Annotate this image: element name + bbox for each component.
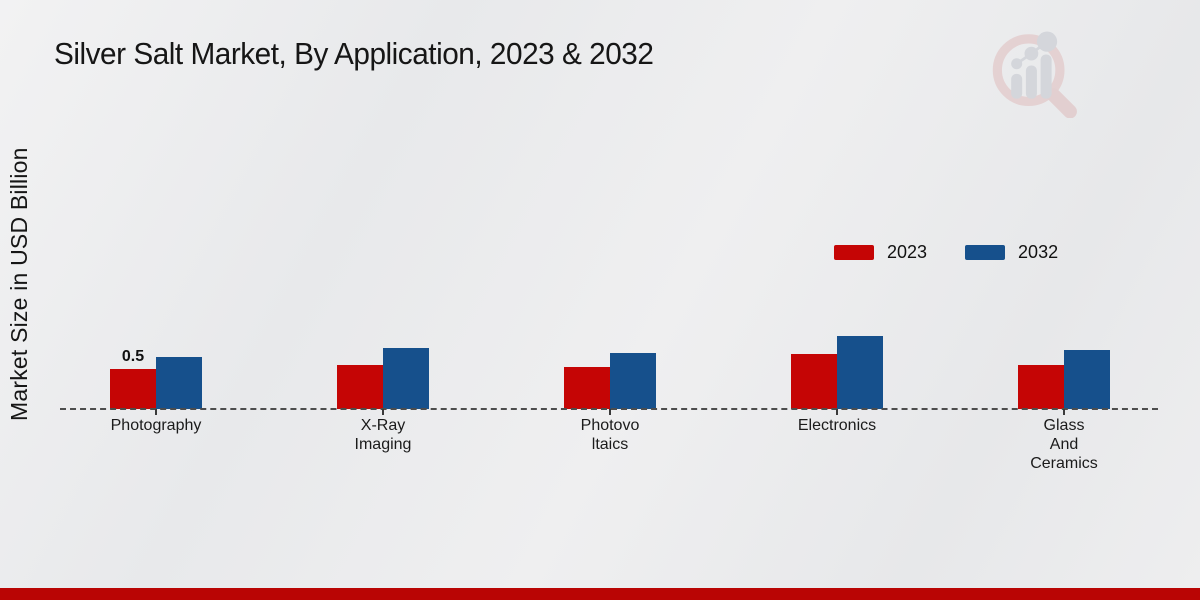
legend-label-2023: 2023 bbox=[887, 242, 928, 262]
bar-2032-category-2 bbox=[610, 353, 656, 409]
legend-swatch-2032 bbox=[965, 245, 1006, 260]
legend-swatch-2023 bbox=[834, 245, 874, 260]
chart-title: Silver Salt Market, By Application, 2023… bbox=[54, 36, 654, 71]
legend: 2023 2032 bbox=[834, 242, 1058, 263]
x-axis-tick bbox=[836, 409, 838, 415]
category-label-2: Photovo ltaics bbox=[580, 417, 640, 453]
magnifier-bar-chart-logo-icon bbox=[992, 31, 1077, 118]
bar-2032-category-3 bbox=[837, 336, 883, 409]
category-label-1: X-Ray Imaging bbox=[354, 417, 412, 453]
bar-2032-category-0 bbox=[156, 357, 202, 409]
category-label-3: Electronics bbox=[797, 417, 877, 434]
x-axis-tick bbox=[155, 409, 157, 415]
bar-2023-category-4 bbox=[1018, 365, 1064, 409]
bottom-red-band bbox=[0, 588, 1200, 600]
bar-2032-category-4 bbox=[1064, 349, 1110, 409]
bar-2023-category-2 bbox=[564, 366, 610, 409]
x-axis-tick bbox=[382, 409, 384, 415]
category-label-0: Photography bbox=[110, 417, 202, 434]
bar-2023-category-3 bbox=[791, 353, 837, 409]
x-axis-tick bbox=[609, 409, 611, 415]
bar-2023-category-0 bbox=[110, 369, 156, 409]
legend-item-2023: 2023 bbox=[834, 242, 927, 263]
category-label-4: Glass And Ceramics bbox=[1030, 417, 1098, 472]
bar-2032-category-1 bbox=[383, 348, 429, 409]
legend-label-2032: 2032 bbox=[1018, 242, 1059, 262]
x-axis-tick bbox=[1063, 409, 1065, 415]
data-label-2023: 0.5 bbox=[121, 348, 145, 365]
bar-2023-category-1 bbox=[337, 365, 383, 409]
legend-item-2032: 2032 bbox=[965, 242, 1058, 263]
